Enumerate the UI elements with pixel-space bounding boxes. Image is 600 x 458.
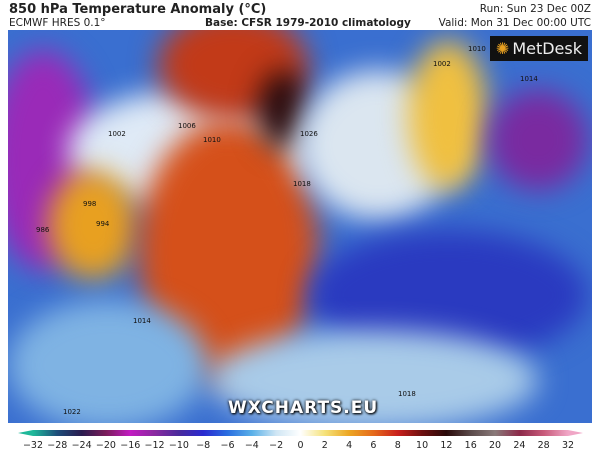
- anomaly-blob: [8, 300, 208, 423]
- wxcharts-watermark: WXCHARTS.EU: [228, 398, 379, 418]
- colorbar-tick-label: −4: [244, 440, 259, 451]
- colorbar-min-arrow: [18, 430, 33, 436]
- colorbar-fill: [33, 430, 568, 436]
- valid-time-label: Valid: Mon 31 Dec 00:00 UTC: [438, 17, 591, 29]
- temperature-anomaly-map: 1002 1006 1010 998 994 986 1014 1018 102…: [8, 30, 592, 423]
- colorbar-tick-label: −2: [269, 440, 284, 451]
- colorbar-tick-label: 20: [488, 440, 502, 451]
- metdesk-logo: ✺ MetDesk: [489, 36, 588, 61]
- colorbar-tick-label: −12: [144, 440, 165, 451]
- metdesk-starburst-icon: ✺: [495, 39, 510, 58]
- colorbar-tick-label: 2: [321, 440, 328, 451]
- colorbar-tick-label: −32: [22, 440, 44, 451]
- logo-text: MetDesk: [512, 39, 582, 58]
- anomaly-blob: [488, 90, 588, 190]
- colorbar-tick-label: −16: [120, 440, 141, 451]
- isobar-label: 1002: [108, 130, 126, 138]
- base-climatology-label: Base: CFSR 1979-2010 climatology: [205, 17, 411, 29]
- colorbar-tick-label: 8: [394, 440, 401, 451]
- colorbar-tick-label: 4: [346, 440, 353, 451]
- anomaly-blob: [208, 330, 538, 423]
- colorbar: [18, 430, 583, 436]
- isobar-label: 1002: [433, 60, 451, 68]
- colorbar-tick-label: −8: [196, 440, 211, 451]
- colorbar-tick-label: −10: [168, 440, 189, 451]
- isobar-label: 1022: [63, 408, 81, 416]
- anomaly-blob: [408, 40, 488, 190]
- colorbar-tick-label: 10: [416, 440, 429, 451]
- isobar-label: 1006: [178, 122, 196, 130]
- anomaly-blob: [48, 170, 138, 280]
- isobar-label: 998: [83, 200, 97, 208]
- isobar-label: 994: [96, 220, 110, 228]
- colorbar-tick-label: −24: [71, 440, 92, 451]
- colorbar-tick-label: 28: [537, 440, 550, 451]
- isobar-label: 1026: [300, 130, 318, 138]
- colorbar-tick-label: 0: [297, 440, 304, 451]
- isobar-label: 1010: [203, 136, 221, 144]
- run-time-label: Run: Sun 23 Dec 00Z: [479, 3, 591, 15]
- colorbar-tick-label: 24: [513, 440, 526, 451]
- isobar-label: 1018: [293, 180, 311, 188]
- isobar-label: 986: [36, 226, 50, 234]
- colorbar-tick-label: 16: [464, 440, 477, 451]
- isobar-label: 1018: [398, 390, 416, 398]
- colorbar-tick-label: 32: [561, 440, 575, 451]
- colorbar-tick-label: −20: [95, 440, 116, 451]
- colorbar-max-arrow: [568, 430, 583, 436]
- isobar-label: 1014: [133, 317, 151, 325]
- colorbar-tick-label: 12: [440, 440, 453, 451]
- isobar-label: 1014: [520, 75, 538, 83]
- isobar-label: 1010: [468, 45, 486, 53]
- colorbar-tick-label: 6: [370, 440, 377, 451]
- colorbar-tick-label: −28: [47, 440, 68, 451]
- model-label: ECMWF HRES 0.1°: [9, 17, 106, 29]
- colorbar-tick-label: −6: [220, 440, 235, 451]
- map-title: 850 hPa Temperature Anomaly (°C): [9, 2, 267, 17]
